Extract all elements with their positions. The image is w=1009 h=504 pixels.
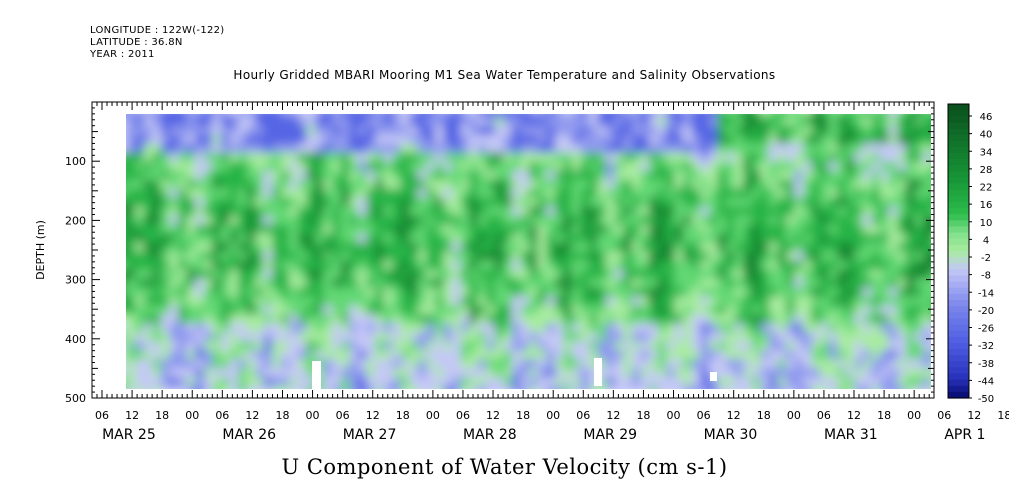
colorbar-tick-label: -32 — [978, 341, 994, 352]
y-axis-label: DEPTH (m) — [34, 220, 47, 280]
x-hour-tick-label: 06 — [215, 409, 229, 422]
y-tick-label: 400 — [65, 333, 86, 346]
chart-title: Hourly Gridded MBARI Mooring M1 Sea Wate… — [233, 68, 776, 82]
colorbar-tick-label: -50 — [978, 394, 994, 405]
x-hour-tick-label: 12 — [967, 409, 981, 422]
colorbar-tick-label: 46 — [980, 112, 993, 123]
colorbar-tick-label: 28 — [980, 165, 993, 176]
colorbar-tick-label: -14 — [978, 288, 994, 299]
colorbar-tick-label: 16 — [980, 200, 993, 211]
colorbar-tick-label: -26 — [978, 324, 994, 335]
x-axis-title: U Component of Water Velocity (cm s-1) — [281, 455, 728, 479]
x-hour-tick-label: 12 — [727, 409, 741, 422]
y-tick-label: 200 — [65, 214, 86, 227]
colorbar-tick-label: 22 — [980, 183, 993, 194]
x-hour-tick-label: 18 — [516, 409, 530, 422]
y-tick-label: 300 — [65, 274, 86, 287]
latitude-label: LATITUDE : 36.8N — [90, 37, 183, 48]
x-hour-tick-label: 06 — [817, 409, 831, 422]
x-hour-tick-label: 06 — [95, 409, 109, 422]
x-date-label: MAR 27 — [343, 427, 397, 443]
x-hour-tick-label: 18 — [155, 409, 169, 422]
x-hour-tick-label: 18 — [757, 409, 771, 422]
x-hour-tick-label: 06 — [336, 409, 350, 422]
x-date-label: MAR 29 — [583, 427, 637, 443]
y-tick-label: 100 — [65, 155, 86, 168]
colorbar-tick-label: -44 — [978, 376, 994, 387]
colorbar-tick-label: 10 — [980, 218, 993, 229]
year-label: YEAR : 2011 — [90, 49, 155, 60]
longitude-label: LONGITUDE : 122W(-122) — [90, 25, 225, 36]
colorbar-tick-label: 40 — [980, 130, 993, 141]
heatmap-field — [93, 103, 934, 398]
x-hour-tick-label: 06 — [937, 409, 951, 422]
x-hour-tick-label: 18 — [997, 409, 1009, 422]
x-hour-tick-label: 06 — [697, 409, 711, 422]
x-date-label: MAR 25 — [102, 427, 156, 443]
x-date-label: MAR 26 — [222, 427, 276, 443]
x-hour-tick-label: 18 — [396, 409, 410, 422]
x-date-label: MAR 30 — [704, 427, 758, 443]
x-hour-tick-label: 12 — [486, 409, 500, 422]
x-hour-tick-label: 00 — [787, 409, 801, 422]
x-date-label: MAR 31 — [824, 427, 878, 443]
x-hour-tick-label: 18 — [877, 409, 891, 422]
x-hour-tick-label: 18 — [636, 409, 650, 422]
colorbar-tick-label: 4 — [983, 235, 989, 246]
x-hour-tick-label: 00 — [907, 409, 921, 422]
x-hour-tick-label: 12 — [245, 409, 259, 422]
colorbar-tick-label: -38 — [978, 359, 994, 370]
x-hour-tick-label: 12 — [847, 409, 861, 422]
x-hour-tick-label: 06 — [576, 409, 590, 422]
colorbar: 46 40 34 28 22 16 10 4 -2 -8 -14 -20 -26 -32 -38 -44 -50 — [947, 103, 994, 405]
colorbar-tick-label: -2 — [981, 253, 991, 264]
colorbar-tick-label: -20 — [978, 306, 994, 317]
y-tick-label: 500 — [65, 392, 86, 405]
x-date-label: APR 1 — [944, 427, 985, 443]
x-hour-tick-label: 18 — [275, 409, 289, 422]
x-hour-tick-label: 06 — [456, 409, 470, 422]
colorbar-tick-label: 34 — [980, 147, 993, 158]
x-hour-tick-label: 00 — [426, 409, 440, 422]
x-hour-tick-label: 00 — [546, 409, 560, 422]
x-hour-tick-label: 12 — [366, 409, 380, 422]
x-hour-tick-label: 00 — [306, 409, 320, 422]
x-hour-tick-label: 00 — [185, 409, 199, 422]
x-hour-tick-label: 12 — [125, 409, 139, 422]
x-hour-tick-label: 12 — [606, 409, 620, 422]
x-hour-tick-label: 00 — [667, 409, 681, 422]
x-date-label: MAR 28 — [463, 427, 517, 443]
colorbar-tick-label: -8 — [981, 271, 991, 282]
